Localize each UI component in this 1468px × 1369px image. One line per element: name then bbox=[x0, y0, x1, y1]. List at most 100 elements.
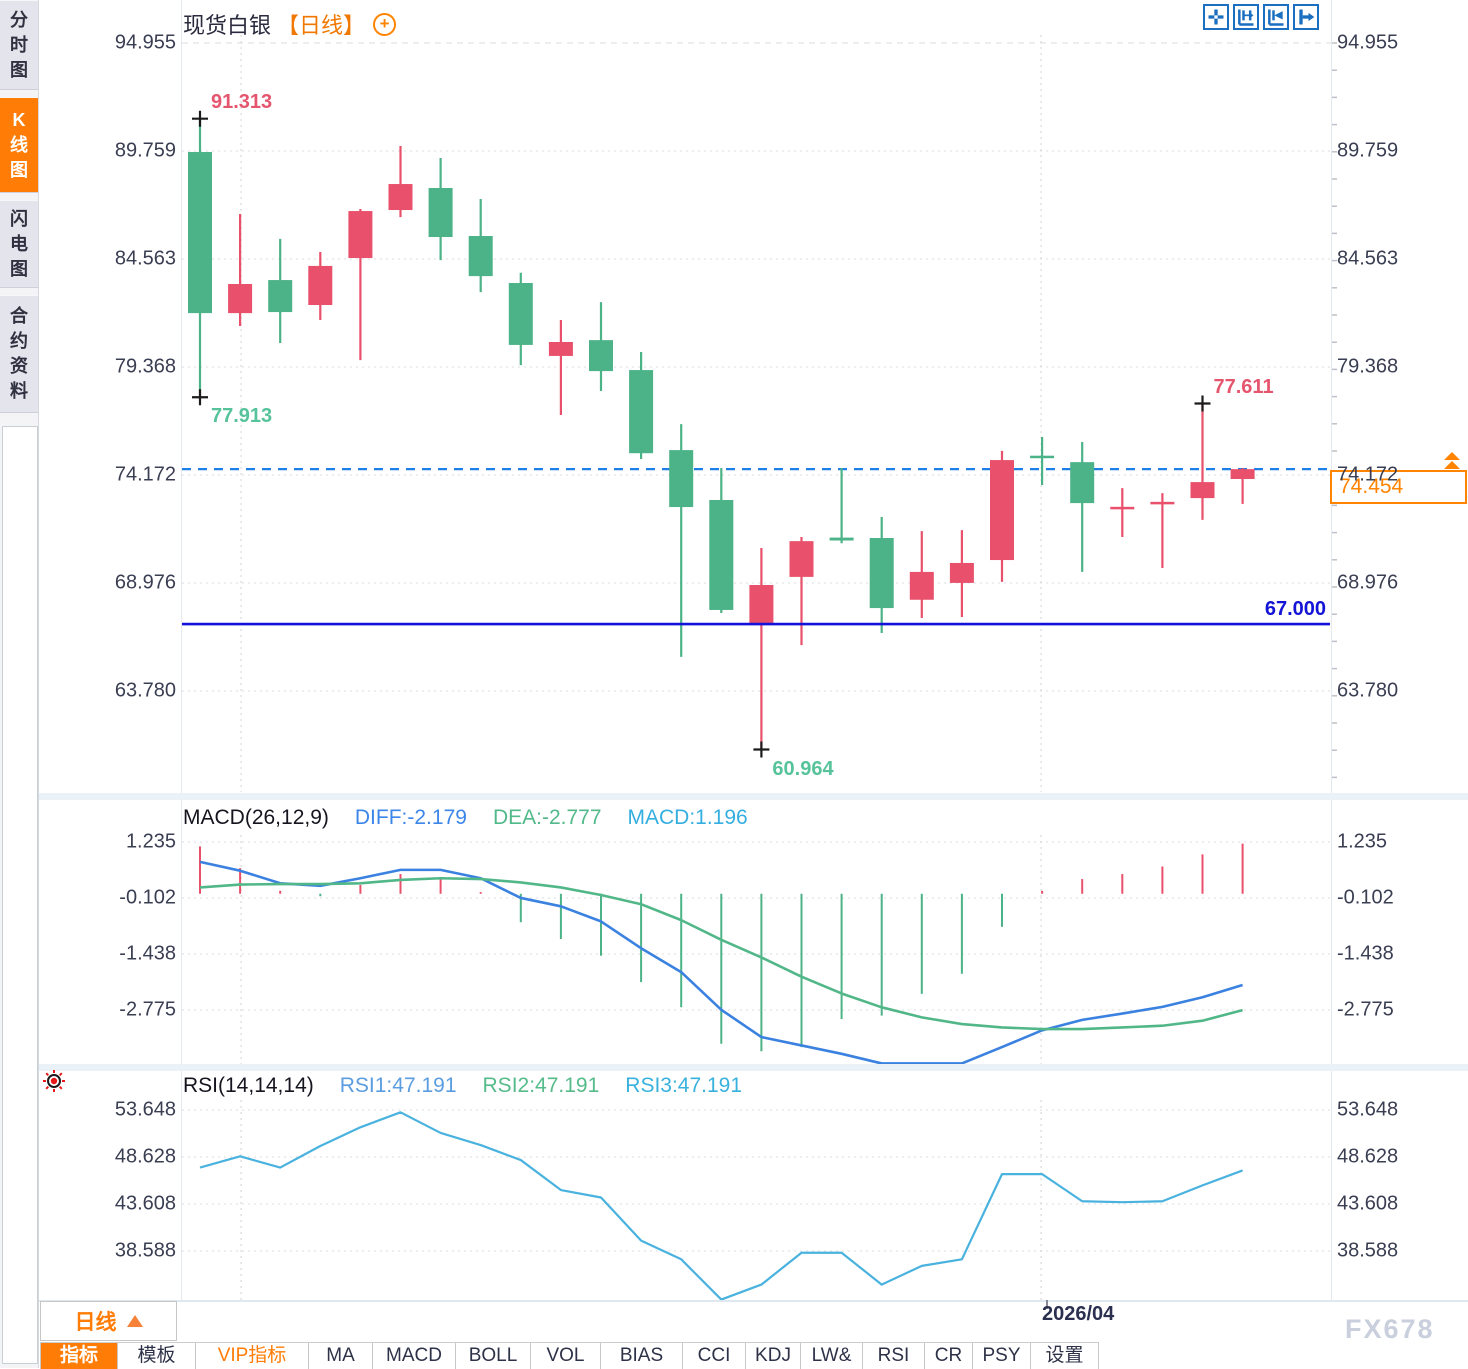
candle-body[interactable] bbox=[308, 265, 333, 306]
period-selector[interactable]: 日线 bbox=[40, 1301, 177, 1341]
period-tag: 【日线】 bbox=[277, 13, 366, 38]
panel-separator bbox=[39, 1064, 1468, 1071]
price-axis-label: 68.976 bbox=[1337, 571, 1399, 594]
indicator-toolbar: 指标 模板 VIP指标 MA MACD BOLL VOL BIAS CCI KDJ LW& RSI CR… bbox=[40, 1342, 1099, 1369]
candle-body[interactable] bbox=[709, 499, 734, 610]
macd-axis-label: -0.102 bbox=[119, 886, 176, 909]
pan-right-icon[interactable] bbox=[1293, 4, 1319, 30]
candle-body[interactable] bbox=[869, 538, 894, 609]
tab-vip指标[interactable]: VIP指标 bbox=[196, 1343, 309, 1369]
tab-设置[interactable]: 设置 bbox=[1031, 1343, 1099, 1369]
price-axis-label: 94.955 bbox=[1337, 31, 1399, 54]
candle-body[interactable] bbox=[1030, 455, 1055, 459]
move-icon[interactable] bbox=[1203, 4, 1229, 30]
candle-body[interactable] bbox=[909, 571, 934, 600]
candle-body[interactable] bbox=[669, 450, 694, 508]
rsi-axis-label: 38.588 bbox=[1337, 1239, 1399, 1262]
candle-body[interactable] bbox=[589, 340, 613, 372]
sidebar-empty-panel bbox=[2, 426, 38, 1364]
price-axis-label: 63.780 bbox=[1337, 679, 1399, 702]
watermark: FX678 bbox=[1345, 1314, 1435, 1344]
rsi-header: RSI(14,14,14) RSI1:47.191 RSI2:47.191 RS… bbox=[183, 1074, 742, 1098]
price-axis-label: 94.955 bbox=[114, 31, 176, 54]
indicator-settings-sun-icon[interactable] bbox=[42, 1069, 66, 1098]
extreme-marker-icon bbox=[1194, 395, 1211, 412]
candle-body[interactable] bbox=[990, 460, 1014, 561]
candle-body[interactable] bbox=[428, 187, 453, 238]
rsi-axis-label: 53.648 bbox=[1337, 1098, 1399, 1121]
price-axis-label: 79.368 bbox=[114, 355, 176, 378]
candle-body[interactable] bbox=[508, 282, 533, 345]
rsi-axis-label: 43.608 bbox=[114, 1192, 176, 1215]
sidebar-item-time-chart[interactable]: 分时图 bbox=[0, 0, 38, 90]
extreme-marker-icon bbox=[192, 389, 208, 406]
tab-rsi[interactable]: RSI bbox=[863, 1343, 925, 1369]
price-axis-label: 68.976 bbox=[114, 571, 176, 594]
tab-bias[interactable]: BIAS bbox=[601, 1343, 683, 1369]
candle-body[interactable] bbox=[789, 541, 814, 577]
candle-body[interactable] bbox=[1230, 469, 1255, 479]
candle-body[interactable] bbox=[548, 342, 573, 356]
candle-body[interactable] bbox=[749, 584, 774, 624]
candle-body[interactable] bbox=[388, 184, 413, 211]
sidebar-item-flash-chart[interactable]: 闪电图 bbox=[0, 200, 38, 288]
add-indicator-icon[interactable]: + bbox=[373, 12, 397, 36]
rsi-axis-label: 53.648 bbox=[114, 1098, 176, 1121]
candle-body[interactable] bbox=[348, 211, 373, 259]
tab-cci[interactable]: CCI bbox=[683, 1343, 746, 1369]
tab-指标[interactable]: 指标 bbox=[40, 1343, 118, 1369]
sidebar-item-contract-info[interactable]: 合约资料 bbox=[0, 295, 38, 413]
zoom-x-axis-icon[interactable] bbox=[1233, 4, 1259, 30]
macd-axis-label: -1.438 bbox=[1337, 942, 1394, 965]
tab-psy[interactable]: PSY bbox=[973, 1343, 1031, 1369]
macd-axis-label: -2.775 bbox=[1337, 998, 1394, 1021]
rsi-line bbox=[199, 1111, 1243, 1301]
rsi-name: RSI(14,14,14) bbox=[183, 1074, 314, 1097]
panel-separator bbox=[39, 793, 1468, 800]
price-axis-label: 89.759 bbox=[1337, 139, 1399, 162]
macd-axis-label: -2.775 bbox=[119, 998, 176, 1021]
price-axis-label: 79.368 bbox=[1337, 355, 1399, 378]
candle-body[interactable] bbox=[1190, 482, 1215, 499]
candle-body[interactable] bbox=[949, 562, 974, 583]
x-axis-tick bbox=[1046, 1300, 1048, 1309]
plot-right-border bbox=[1331, 0, 1332, 1300]
candle-body[interactable] bbox=[188, 152, 212, 314]
period-selector-label: 日线 bbox=[74, 1311, 117, 1334]
tab-vol[interactable]: VOL bbox=[531, 1343, 601, 1369]
zoom-play-axis-icon[interactable] bbox=[1263, 4, 1289, 30]
price-annotation: 77.611 bbox=[1213, 375, 1274, 398]
candle-body[interactable] bbox=[629, 370, 654, 454]
candle-body[interactable] bbox=[1110, 506, 1135, 510]
tab-ma[interactable]: MA bbox=[309, 1343, 373, 1369]
rsi3-value: RSI3:47.191 bbox=[625, 1074, 743, 1097]
plot-left-border bbox=[181, 0, 182, 1300]
candle-body[interactable] bbox=[268, 280, 293, 313]
price-annotation: 60.964 bbox=[772, 757, 834, 780]
tab-cr[interactable]: CR bbox=[925, 1343, 973, 1369]
chart-toolbar bbox=[1203, 4, 1319, 30]
candle-body[interactable] bbox=[228, 284, 253, 314]
tab-模板[interactable]: 模板 bbox=[118, 1343, 196, 1369]
macd-axis-label: -1.438 bbox=[119, 942, 176, 965]
tab-lw&[interactable]: LW& bbox=[801, 1343, 863, 1369]
tab-kdj[interactable]: KDJ bbox=[746, 1343, 801, 1369]
extreme-marker-icon bbox=[753, 741, 770, 758]
price-axis-label: 63.780 bbox=[114, 679, 176, 702]
tab-boll[interactable]: BOLL bbox=[456, 1343, 531, 1369]
price-axis-label: 84.563 bbox=[1337, 247, 1399, 270]
candle-body[interactable] bbox=[1150, 501, 1175, 505]
extreme-marker-icon bbox=[192, 110, 208, 127]
panel-separator bbox=[39, 1300, 1468, 1302]
price-axis-label: 74.172 bbox=[114, 463, 176, 486]
macd-header: MACD(26,12,9) DIFF:-2.179 DEA:-2.777 MAC… bbox=[183, 806, 748, 830]
rsi-axis-label: 43.608 bbox=[1337, 1192, 1399, 1215]
macd-macd-value: MACD:1.196 bbox=[627, 806, 748, 829]
tab-macd[interactable]: MACD bbox=[373, 1343, 456, 1369]
chart-title: 现货白银 【日线】 + bbox=[183, 8, 397, 40]
candle-body[interactable] bbox=[829, 537, 854, 541]
candle-body[interactable] bbox=[1070, 462, 1095, 504]
candle-body[interactable] bbox=[468, 235, 493, 277]
